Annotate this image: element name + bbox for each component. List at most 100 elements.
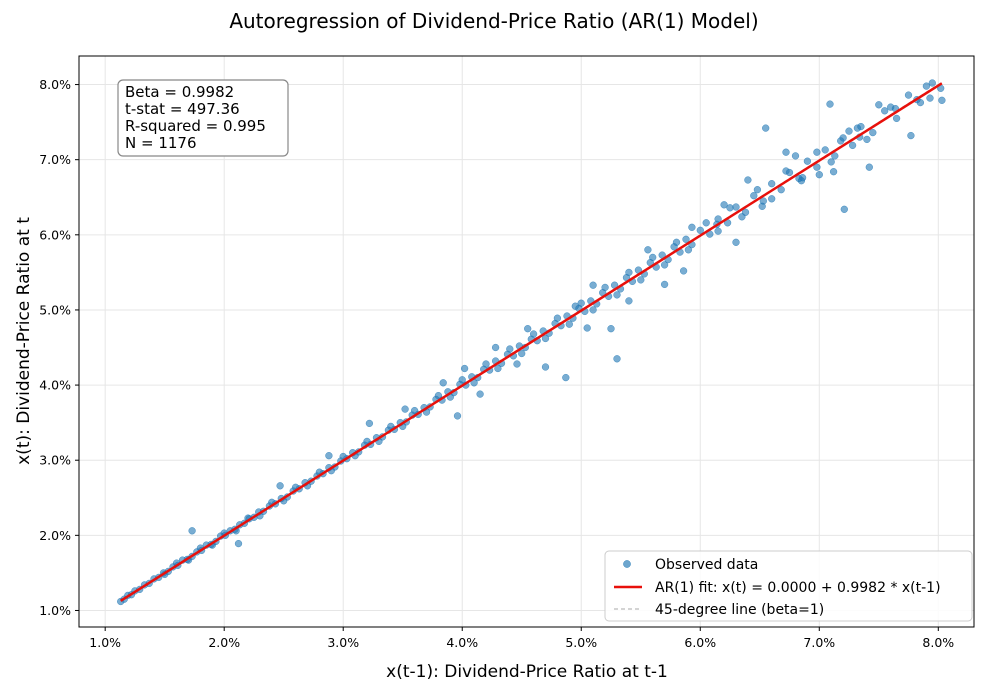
- data-point: [702, 219, 710, 227]
- data-point: [553, 314, 562, 322]
- stats-box: Beta = 0.9982 t-stat = 497.36 R-squared …: [117, 79, 289, 157]
- data-point: [637, 276, 645, 284]
- data-point: [439, 379, 447, 387]
- data-point: [529, 330, 538, 338]
- data-point: [826, 100, 834, 108]
- data-point: [682, 235, 690, 243]
- data-point: [453, 412, 462, 420]
- ar1-fit-line: [119, 82, 943, 602]
- data-point: [601, 283, 609, 292]
- data-point: [732, 238, 740, 246]
- legend-label-fit: AR(1) fit: x(t) = 0.0000 + 0.9982 * x(t-…: [655, 580, 941, 596]
- data-point: [922, 82, 931, 90]
- x-tick-label: 7.0%: [803, 635, 835, 650]
- data-point: [589, 281, 597, 289]
- data-point: [845, 127, 853, 135]
- data-point: [815, 171, 823, 179]
- data-point: [821, 146, 829, 154]
- y-tick-label: 7.0%: [39, 152, 71, 167]
- data-point: [782, 148, 790, 156]
- data-point: [434, 391, 443, 400]
- chart-title: Autoregression of Dividend-Price Ratio (…: [229, 9, 758, 33]
- stat-r-squared: R-squared = 0.995: [125, 117, 266, 135]
- data-point: [571, 302, 579, 310]
- legend-label-observed: Observed data: [655, 557, 758, 573]
- data-point: [482, 360, 490, 368]
- y-axis-ticks: 1.0% 2.0% 3.0% 4.0% 5.0% 6.0% 7.0% 8.0%: [39, 77, 79, 618]
- y-tick-label: 1.0%: [39, 603, 71, 618]
- data-point: [506, 345, 514, 353]
- data-point: [791, 152, 800, 160]
- data-point: [625, 297, 633, 305]
- stat-beta: Beta = 0.9982: [125, 83, 234, 101]
- x-tick-label: 4.0%: [446, 635, 478, 650]
- data-point: [660, 280, 669, 289]
- data-point: [518, 349, 526, 358]
- data-point: [938, 96, 946, 104]
- data-point: [365, 419, 374, 428]
- data-point: [494, 364, 502, 373]
- legend-marker-observed: [623, 560, 631, 568]
- data-point: [460, 364, 469, 373]
- y-tick-label: 2.0%: [39, 528, 71, 543]
- data-point: [644, 246, 652, 254]
- x-tick-label: 8.0%: [922, 635, 954, 650]
- data-point: [401, 405, 409, 413]
- data-point: [672, 238, 681, 246]
- data-point: [827, 158, 835, 166]
- x-axis-label: x(t-1): Dividend-Price Ratio at t-1: [386, 662, 668, 682]
- data-point: [276, 482, 284, 490]
- data-point: [853, 124, 862, 132]
- x-tick-label: 5.0%: [565, 635, 597, 650]
- x-axis-ticks: 1.0% 2.0% 3.0% 4.0% 5.0% 6.0% 7.0% 8.0%: [89, 627, 954, 650]
- y-tick-label: 8.0%: [39, 77, 71, 92]
- data-point: [768, 180, 776, 188]
- data-point: [726, 204, 734, 212]
- data-point: [583, 324, 591, 332]
- data-point: [758, 202, 766, 210]
- data-point: [679, 267, 688, 275]
- x-tick-label: 3.0%: [327, 635, 359, 650]
- data-point: [831, 152, 839, 160]
- data-point: [476, 390, 484, 398]
- data-point: [688, 223, 696, 231]
- legend-label-45deg: 45-degree line (beta=1): [655, 602, 824, 618]
- data-point: [562, 373, 570, 382]
- x-tick-label: 1.0%: [89, 635, 121, 650]
- data-point: [892, 114, 901, 123]
- x-tick-label: 2.0%: [208, 635, 240, 650]
- data-point: [928, 79, 936, 87]
- data-point: [625, 268, 633, 277]
- data-point: [696, 226, 704, 234]
- data-point: [732, 203, 740, 211]
- data-point: [813, 148, 821, 156]
- data-point: [837, 137, 845, 145]
- data-point: [410, 406, 419, 415]
- x-tick-label: 6.0%: [684, 635, 716, 650]
- data-point: [869, 128, 877, 137]
- data-point: [750, 192, 758, 200]
- data-point: [840, 205, 848, 213]
- data-point: [803, 157, 812, 165]
- data-point: [458, 376, 466, 384]
- y-axis-label: x(t): Dividend-Price Ratio at t: [14, 217, 34, 465]
- data-point: [577, 299, 585, 307]
- grid-lines: [79, 56, 974, 627]
- data-point: [188, 527, 196, 535]
- data-point: [234, 539, 243, 548]
- data-point: [768, 195, 776, 203]
- data-point: [829, 168, 838, 176]
- data-point: [777, 186, 785, 194]
- data-point: [684, 246, 693, 254]
- stat-n: N = 1176: [125, 134, 197, 152]
- data-point: [782, 167, 790, 175]
- plot-area: [78, 55, 975, 628]
- data-point: [738, 213, 746, 221]
- data-point: [926, 94, 934, 102]
- y-tick-label: 3.0%: [39, 453, 71, 468]
- y-tick-label: 5.0%: [39, 302, 71, 317]
- data-point: [541, 363, 550, 371]
- data-point: [875, 101, 883, 109]
- data-point: [744, 176, 752, 184]
- data-point: [649, 253, 657, 262]
